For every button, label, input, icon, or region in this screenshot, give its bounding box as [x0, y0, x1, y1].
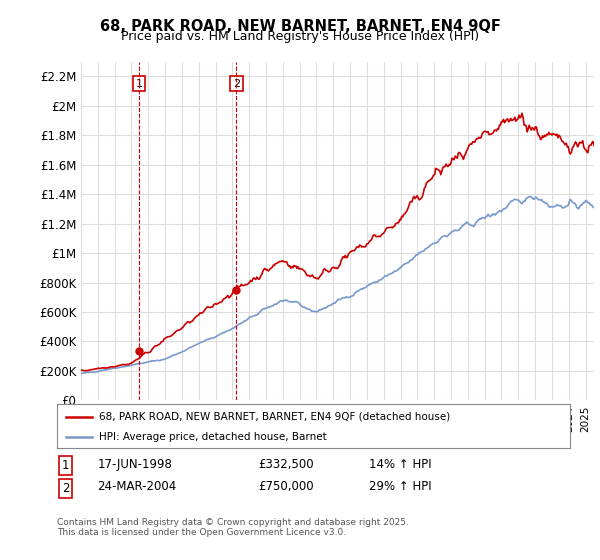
Text: £332,500: £332,500: [258, 458, 314, 470]
Text: 17-JUN-1998: 17-JUN-1998: [97, 458, 172, 470]
Text: 68, PARK ROAD, NEW BARNET, BARNET, EN4 9QF (detached house): 68, PARK ROAD, NEW BARNET, BARNET, EN4 9…: [99, 412, 451, 422]
Text: Contains HM Land Registry data © Crown copyright and database right 2025.
This d: Contains HM Land Registry data © Crown c…: [57, 518, 409, 538]
Text: £750,000: £750,000: [258, 480, 314, 493]
Text: 68, PARK ROAD, NEW BARNET, BARNET, EN4 9QF: 68, PARK ROAD, NEW BARNET, BARNET, EN4 9…: [100, 19, 500, 34]
Text: Price paid vs. HM Land Registry's House Price Index (HPI): Price paid vs. HM Land Registry's House …: [121, 30, 479, 43]
Text: HPI: Average price, detached house, Barnet: HPI: Average price, detached house, Barn…: [99, 432, 327, 442]
Text: 2: 2: [233, 78, 240, 88]
Text: 2: 2: [62, 482, 70, 494]
Text: 14% ↑ HPI: 14% ↑ HPI: [369, 458, 431, 470]
Text: 29% ↑ HPI: 29% ↑ HPI: [369, 480, 431, 493]
Text: 24-MAR-2004: 24-MAR-2004: [97, 480, 176, 493]
Text: 1: 1: [136, 78, 143, 88]
Text: 1: 1: [62, 459, 70, 472]
